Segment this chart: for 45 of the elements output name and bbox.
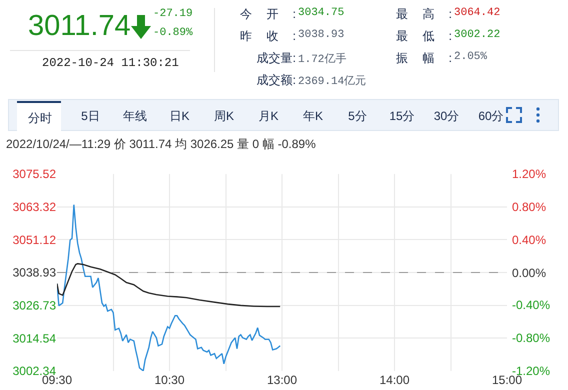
text: 最高: [396,6,452,23]
y2-tick-label: 0.80% [512,200,546,214]
text: 15分 [388,108,416,125]
text: 成交额: [256,72,296,89]
text: 2022-10-24 11:30:21 [42,56,179,70]
text: 昨收: [240,28,296,45]
text: 1.72亿手 [298,52,346,66]
text: 3064.42 [454,7,500,19]
text: -27.19 [153,8,193,20]
y2-tick-label: 0.00% [512,266,546,280]
text: 年线 [122,108,148,125]
text: 30分 [432,108,460,125]
chart-subtitle: 2022/10/24/—11:29 价 3011.74 均 3026.25 量 0 幅 -0.89% [6,136,316,153]
y-tick-label: 3051.12 [12,232,56,247]
text: 2.05% [454,51,488,63]
y-tick-label: 3038.93 [12,266,56,280]
y-tick-label: 3075.52 [12,167,56,182]
y2-tick-label: 0.40% [512,233,546,247]
text: 3038.93 [298,29,344,41]
text: 月K [257,108,280,125]
text: 今开: [240,6,296,23]
text: 3034.75 [298,7,344,19]
y-tick-label: 3014.54 [12,331,56,346]
x-tick-label: 14:00 [379,373,410,387]
text: 60分 [477,108,505,125]
y2-tick-label: -0.40% [512,298,550,312]
text: 年K [302,108,324,125]
text: 成交量: [256,50,296,67]
x-tick-label: 13:00 [266,373,298,387]
y2-tick-label: -0.80% [512,331,550,345]
text: 3002.22 [454,29,500,41]
y-tick-label: 3026.73 [12,298,56,313]
text: 日K [168,108,190,125]
y2-tick-label: 1.20% [512,167,546,181]
text: 最低: [396,28,452,45]
text: 分时 [27,110,53,127]
text: 5分 [347,108,368,125]
x-tick-label: 10:30 [154,373,185,387]
text: 周K [212,108,235,125]
text: 2369.14亿元 [298,74,366,88]
text: 振幅: [396,50,452,67]
y-tick-label: 3063.32 [12,200,56,214]
text: -0.89% [153,27,193,39]
text: 5日 [80,108,101,125]
text: 3011.74 [28,10,131,43]
